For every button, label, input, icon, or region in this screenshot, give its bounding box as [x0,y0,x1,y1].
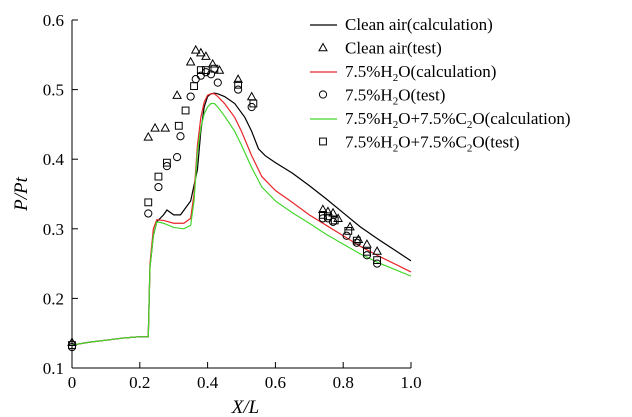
y-axis-label: P/Pt [11,176,32,211]
data-point-square [373,256,382,265]
data-point-circle [234,85,243,94]
legend-marker-triangle [318,42,328,52]
series-line-1 [71,93,412,346]
x-tick-label: 0.6 [265,373,286,392]
legend-item-label: 7.5%H2O(calculation) [345,62,496,84]
data-point-square [190,82,198,91]
data-point-square [196,66,205,75]
data-point-triangle [246,91,257,101]
data-point-square [318,210,327,219]
x-tick-label: 0.2 [129,373,150,392]
axes: 0 0.2 0.4 0.6 0.8 1.0 0.1 0.2 0.3 0.4 0.5 0.6 X/L P/P… [11,11,422,417]
x-tick-label: 0 [68,373,77,392]
data-point-triangle [233,74,243,83]
x-tick-label: 0.4 [197,373,219,392]
data-point-square [68,341,76,349]
legend-item-label: Clean air(calculation) [345,15,493,34]
y-tick-label: 0.3 [43,220,64,239]
data-point-circle [342,231,351,240]
data-point-triangle [372,246,382,255]
y-tick-label: 0.6 [43,11,64,30]
data-point-square [163,158,171,167]
data-point-circle [144,209,153,218]
data-point-triangle [362,239,372,248]
data-point-square [234,80,243,89]
data-point-square [174,121,183,130]
data-point-square [344,226,353,235]
y-tick-label: 0.4 [43,150,65,169]
data-point-triangle [150,122,160,132]
data-point-square [181,106,190,115]
data-point-triangle [201,51,211,60]
data-point-square [363,247,371,256]
x-tick-label: 1.0 [400,373,421,392]
x-tick-label: 0.8 [333,373,354,392]
y-tick-label: 0.2 [43,289,64,308]
legend-marker-circle [318,90,328,99]
data-point-circle [191,75,200,84]
y-tick-label: 0.1 [43,359,64,378]
data-point-square [144,198,153,207]
data-point-square [330,216,339,225]
data-point-triangle [345,221,355,231]
series-layer [67,44,412,352]
data-point-square [202,66,210,75]
series-line-2 [71,102,412,346]
data-point-circle [176,132,185,141]
data-point-triangle [172,90,182,99]
data-point-circle [172,153,182,162]
data-point-triangle [160,122,171,132]
data-point-square [352,236,361,245]
data-point-square [249,99,258,108]
data-point-triangle [185,56,196,66]
legend-marker-square [319,137,327,146]
y-tick-label: 0.5 [43,81,64,100]
data-point-circle [328,217,338,226]
data-point-triangle [195,47,206,57]
legend-item-label: 7.5%H2O+7.5%C2O(calculation) [345,109,571,131]
data-point-circle [186,92,195,101]
data-point-circle [213,78,222,87]
data-point-square [324,212,332,221]
data-point-square [154,172,163,181]
data-point-triangle [190,44,201,54]
x-axis-label: X/L [231,397,259,417]
data-point-circle [154,182,163,192]
legend-item-label: 7.5%H2O+7.5%C2O(test) [345,133,520,155]
legend: Clean air(calculation) Clean air(test) 7.5… [310,15,571,155]
legend-item-label: 7.5%H2O(test) [345,86,445,108]
data-point-triangle [318,204,328,214]
data-point-square [210,64,219,73]
data-point-triangle [207,58,218,68]
legend-item-label: Clean air(test) [345,39,442,58]
data-point-triangle [143,131,154,141]
